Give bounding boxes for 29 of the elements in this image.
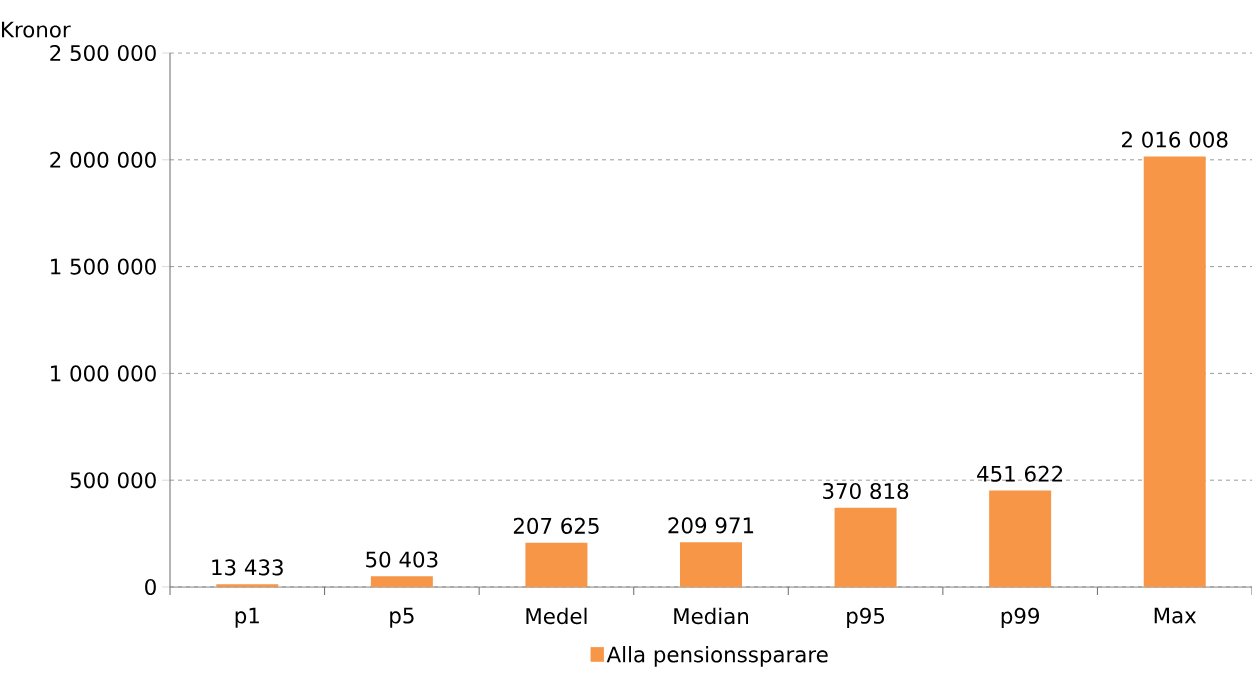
x-tick-label: p5	[390, 607, 414, 628]
bar	[216, 584, 279, 587]
data-label: 451 622	[977, 465, 1063, 482]
x-tick-label: p99	[1001, 607, 1039, 628]
x-tick-label: Medel	[526, 607, 587, 625]
y-tick-label: 2 500 000	[50, 44, 156, 62]
data-label: 13 433	[212, 559, 283, 576]
bar	[370, 576, 433, 587]
bar	[834, 507, 897, 587]
data-label: 370 818	[823, 482, 909, 500]
x-tick-label: p1	[235, 607, 259, 628]
y-tick-label: 1 500 000	[51, 258, 156, 275]
legend-label: Alla pensionssparare	[606, 646, 828, 667]
y-tick-label: 1 000 000	[51, 365, 156, 382]
y-tick-label: 0	[145, 578, 156, 596]
bar	[680, 542, 742, 587]
y-tick-label: 2 000 000	[50, 151, 156, 168]
data-label: 2 016 008	[1122, 131, 1228, 148]
x-tick-label: p95	[847, 607, 885, 628]
data-label: 207 625	[513, 517, 599, 534]
y-axis-title: Kronor	[2, 21, 71, 38]
x-tick-label: Median	[674, 607, 748, 625]
y-tick-label: 500 000	[70, 472, 156, 489]
bar	[989, 490, 1052, 587]
data-label: 50 403	[366, 551, 438, 568]
bar	[1143, 156, 1206, 587]
data-label: 209 971	[668, 517, 754, 534]
x-tick-label: Max	[1154, 607, 1197, 624]
bar	[525, 542, 588, 587]
